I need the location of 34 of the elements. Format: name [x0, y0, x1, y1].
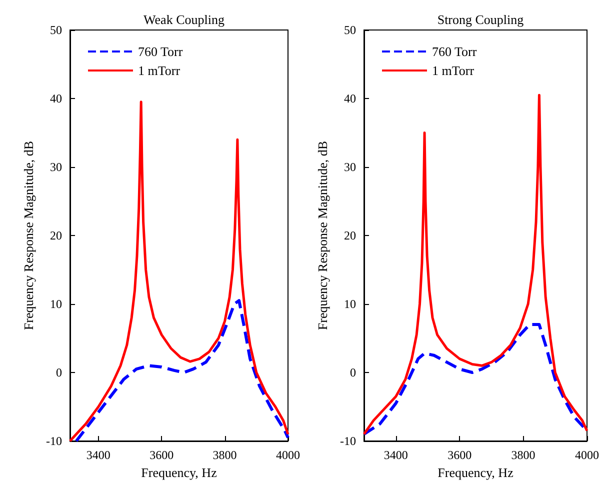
y-tick-label: 0: [350, 366, 356, 380]
y-tick-label: 10: [344, 297, 356, 311]
x-tick-label: 3400: [384, 448, 408, 462]
x-tick-label: 3600: [150, 448, 174, 462]
x-tick-label: 3400: [86, 448, 110, 462]
y-tick-label: 20: [344, 228, 356, 242]
legend-label: 1 mTorr: [432, 63, 475, 78]
legend-label: 760 Torr: [432, 44, 478, 59]
y-axis-title: Frequency Response Magnitude, dB: [21, 140, 36, 330]
legend-label: 760 Torr: [138, 44, 184, 59]
y-tick-label: 0: [56, 366, 62, 380]
y-tick-label: -10: [46, 434, 62, 448]
y-tick-label: 30: [344, 160, 356, 174]
y-tick-label: 40: [50, 92, 62, 106]
line-series: [362, 94, 588, 436]
x-axis-title: Frequency, Hz: [438, 464, 514, 480]
chart-title: Strong Coupling: [437, 12, 524, 27]
legend-label: 1 mTorr: [138, 63, 181, 78]
x-tick-label: 4000: [276, 448, 300, 462]
y-axis-title: Frequency Response Magnitude, dB: [315, 140, 330, 330]
x-axis-title: Frequency, Hz: [141, 464, 218, 480]
x-tick-label: 3800: [212, 448, 237, 462]
x-tick-label: 3600: [448, 448, 472, 462]
x-tick-label: 4000: [575, 448, 599, 462]
y-tick-label: 30: [50, 160, 62, 174]
y-tick-label: 50: [50, 23, 62, 37]
y-tick-label: 40: [344, 92, 356, 106]
y-tick-label: -10: [340, 434, 356, 448]
y-tick-label: 20: [50, 228, 62, 242]
x-tick-label: 3800: [511, 448, 536, 462]
y-tick-label: 50: [344, 23, 356, 37]
line-series: [74, 299, 290, 442]
y-tick-label: 10: [50, 297, 62, 311]
chart-title: Weak Coupling: [144, 12, 225, 27]
